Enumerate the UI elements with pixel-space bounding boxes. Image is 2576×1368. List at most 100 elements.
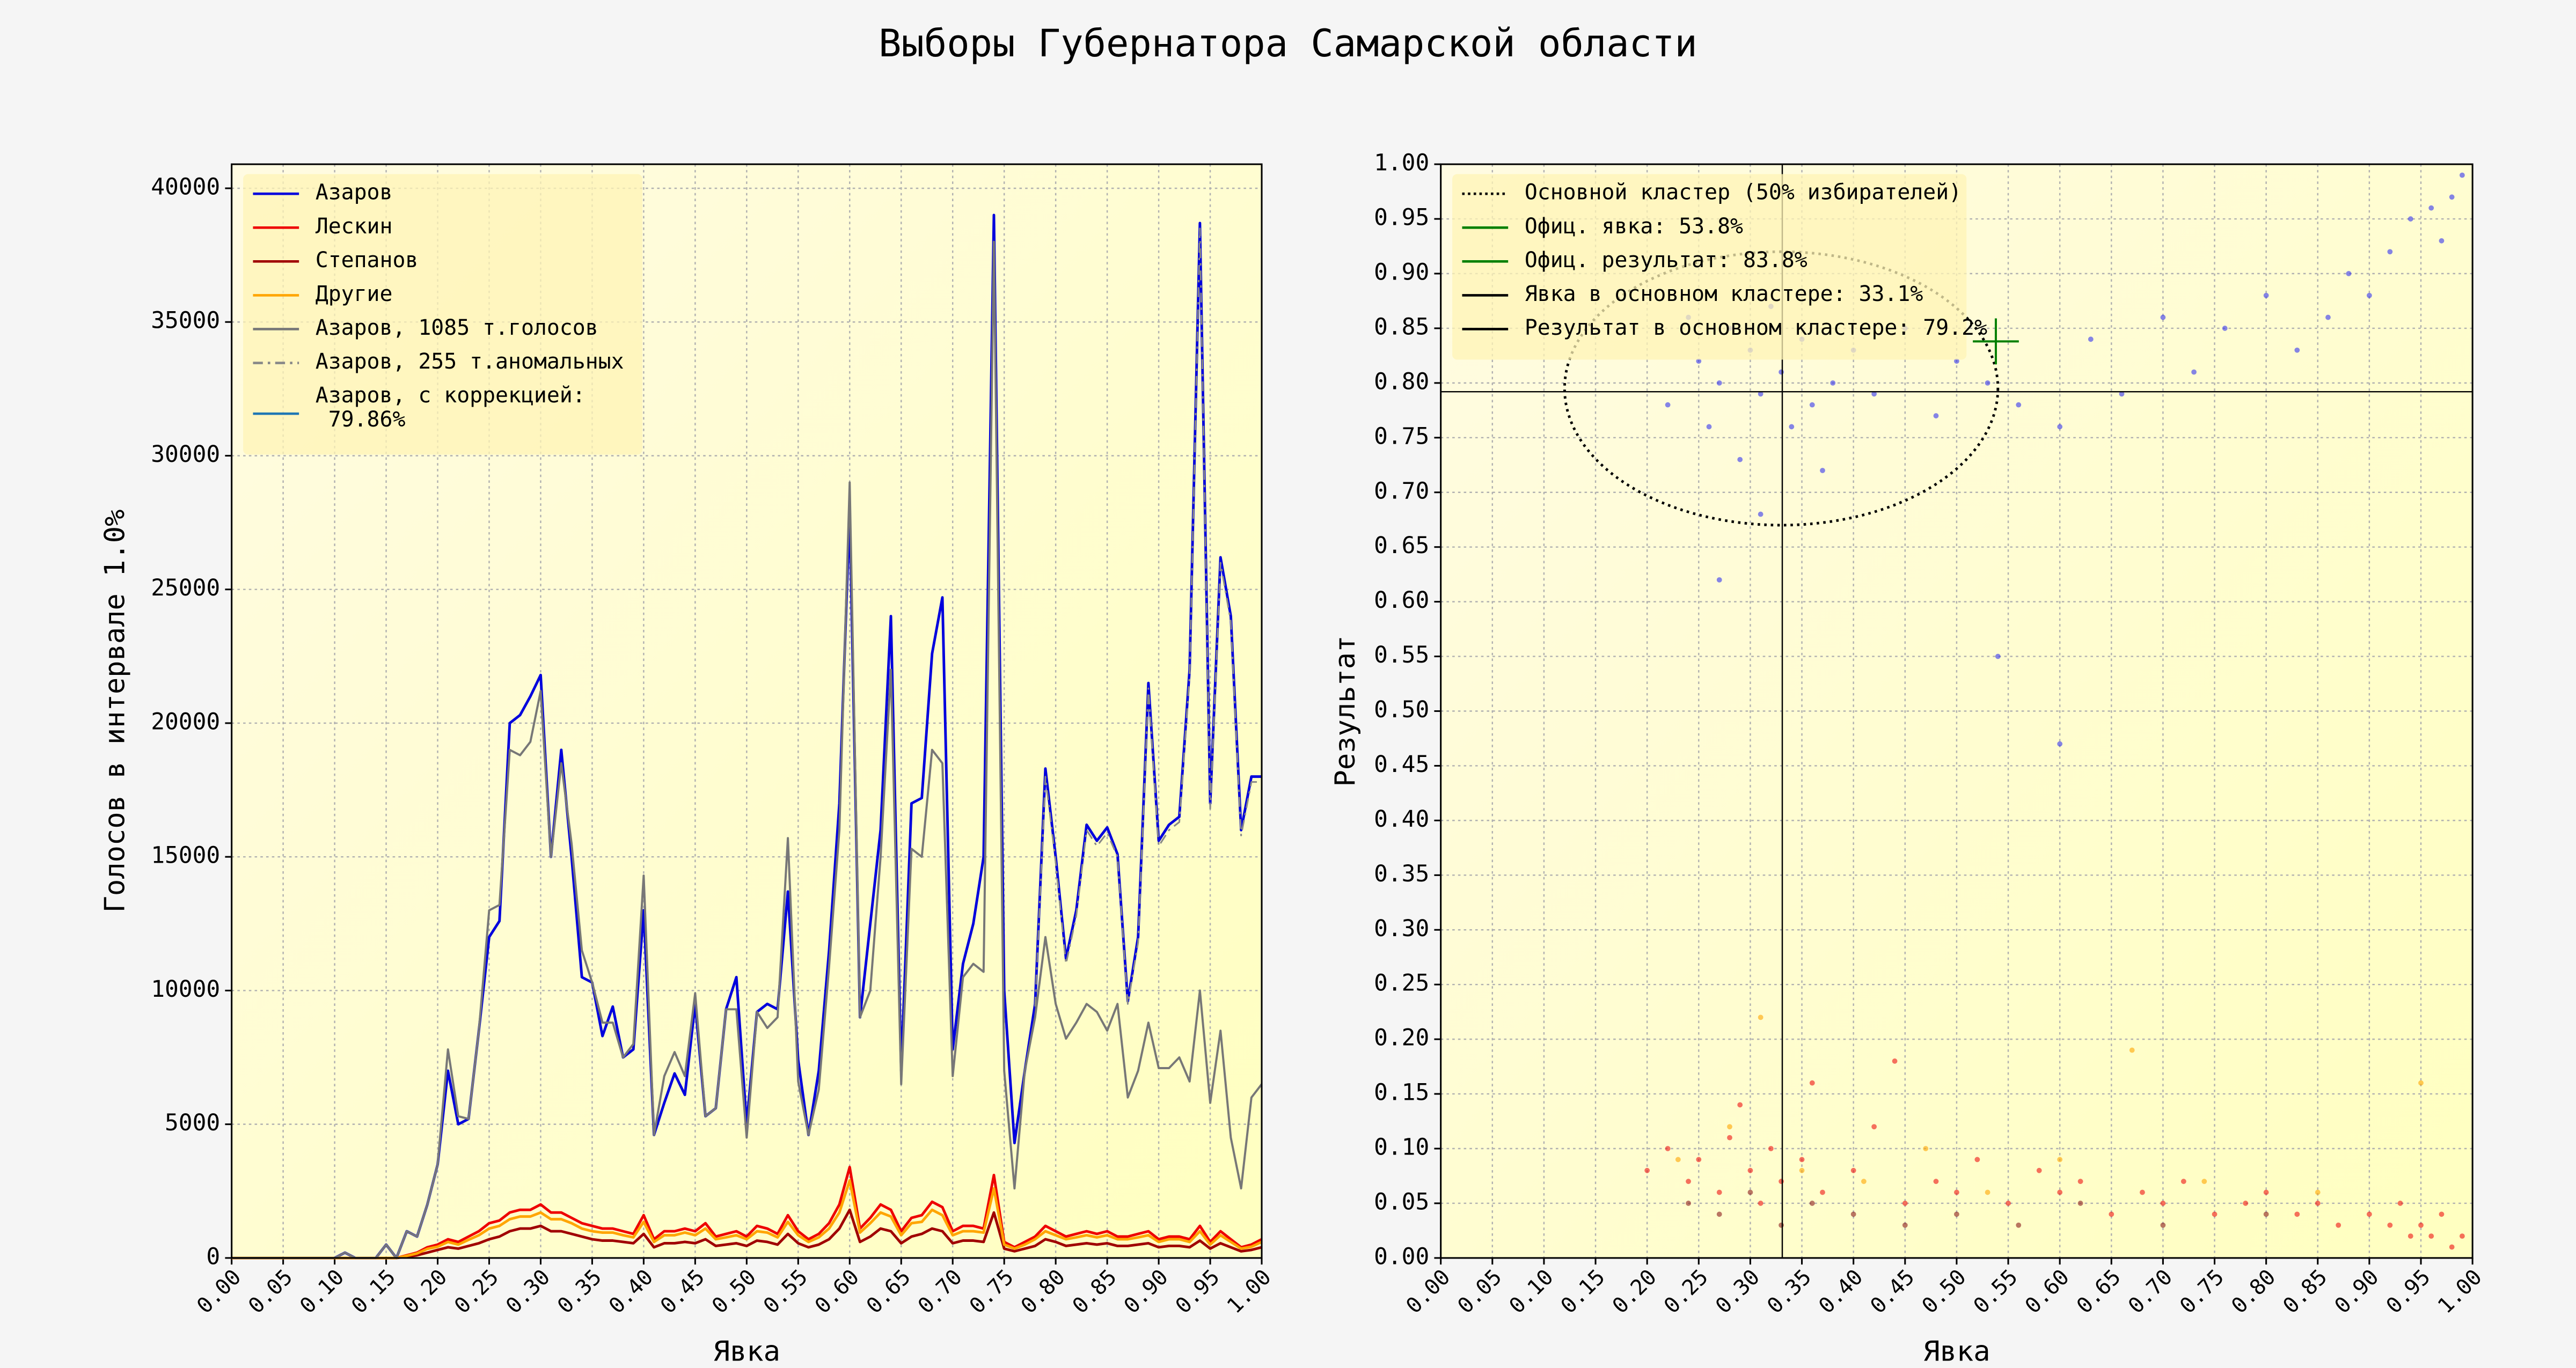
scatter-point (2325, 314, 2331, 320)
legend-label: 79.86% (316, 407, 406, 432)
scatter-point (2180, 1179, 2186, 1185)
y-tick-label: 0.90 (1374, 259, 1429, 286)
scatter-point (2367, 1211, 2372, 1217)
scatter-point (2439, 1211, 2445, 1217)
scatter-point (2036, 1167, 2042, 1173)
scatter-point (2263, 292, 2269, 298)
scatter-point (2160, 1201, 2166, 1206)
y-tick-label: 30000 (151, 441, 220, 468)
x-tick-label: 0.90 (2330, 1264, 2383, 1318)
line-series (231, 1179, 1263, 1260)
scatter-point (2016, 1222, 2022, 1228)
y-tick-label: 20000 (151, 708, 220, 735)
x-tick-label: 0.60 (2021, 1264, 2074, 1318)
scatter-point (1923, 1146, 1929, 1151)
x-tick-label: 0.20 (398, 1264, 452, 1318)
legend-label: Офиц. явка: 53.8% (1525, 214, 1743, 239)
scatter-point (1871, 391, 1877, 397)
x-tick-label: 0.55 (1969, 1264, 2023, 1318)
x-tick-label: 0.40 (1814, 1264, 1868, 1318)
scatter-point (1902, 1201, 1908, 1206)
scatter-point (1799, 1167, 1805, 1173)
scatter-point (1675, 1157, 1681, 1163)
scatter-point (2439, 238, 2445, 244)
scatter-point (1809, 1080, 1815, 1086)
scatter-point (1686, 1201, 1691, 1206)
scatter-point (2418, 1080, 2424, 1086)
scatter-point (2346, 271, 2352, 276)
scatter-point (1892, 1058, 1898, 1064)
scatter-point (2222, 326, 2228, 331)
x-tick-label: 0.70 (913, 1264, 967, 1318)
legend: Основной кластер (50% избирателей) Офиц. … (1452, 174, 1987, 360)
scatter-point (2201, 1179, 2207, 1185)
scatter-point (2212, 1211, 2218, 1217)
scatter-point (2140, 1189, 2145, 1195)
scatter-point (1799, 1157, 1805, 1163)
scatter-point (1809, 402, 1815, 408)
scatter-point (1902, 1222, 1908, 1228)
scatter-point (2315, 1201, 2321, 1206)
scatter-point (1850, 1167, 1856, 1173)
scatter-point (1779, 1179, 1784, 1185)
y-tick-label: 0.25 (1374, 970, 1429, 997)
x-tick-label: 0.50 (707, 1264, 761, 1318)
y-tick-label: 0.30 (1374, 915, 1429, 942)
scatter-point (2088, 336, 2094, 342)
scatter-point (2367, 292, 2372, 298)
scatter-point (2006, 1201, 2011, 1206)
x-tick-label: 0.70 (2124, 1264, 2177, 1318)
x-tick-label: 0.05 (244, 1264, 297, 1318)
scatter-point (1974, 1157, 1980, 1163)
scatter-point (1747, 1189, 1753, 1195)
x-tick-label: 0.15 (347, 1264, 400, 1318)
y-tick-label: 5000 (165, 1109, 220, 1136)
y-tick-label: 0.85 (1374, 313, 1429, 340)
scatter-point (1696, 358, 1702, 364)
scatter-point (1820, 468, 1825, 473)
scatter-point (1758, 1014, 1763, 1020)
scatter-point (1830, 380, 1836, 386)
scatter-point (1820, 1189, 1825, 1195)
plot-frame (231, 163, 1263, 1259)
x-axis-label: Явка (713, 1335, 780, 1367)
scatter-point (2418, 1222, 2424, 1228)
y-tick-label: 10000 (151, 976, 220, 1003)
legend-label: Результат в основном кластере: 79.2% (1525, 315, 1987, 340)
scatter-point (2191, 369, 2197, 375)
x-tick-label: 0.65 (2072, 1264, 2126, 1318)
x-tick-label: 0.35 (553, 1264, 606, 1318)
scatter-point (1758, 1201, 1763, 1206)
scatter-point (2016, 402, 2022, 408)
x-tick-label: 0.40 (604, 1264, 658, 1318)
scatter-point (1768, 1146, 1774, 1151)
y-tick-label: 0 (206, 1243, 220, 1270)
y-tick-label: 0.60 (1374, 587, 1429, 614)
scatter-point (2057, 1157, 2063, 1163)
scatter-point (2263, 1189, 2269, 1195)
legend-label: Явка в основном кластере: 33.1% (1525, 282, 1923, 306)
y-tick-label: 0.10 (1374, 1134, 1429, 1161)
legend-label: Степанов (316, 248, 419, 273)
x-tick-label: 0.35 (1762, 1264, 1816, 1318)
legend-label: Азаров, 255 т.аномальных (316, 349, 624, 374)
legend: Азаров Лескин Степанов Другие Азаров, 1085 т… (243, 174, 642, 455)
scatter-point (1747, 1167, 1753, 1173)
scatter-point (1985, 380, 1990, 386)
legend-label: Азаров (316, 180, 393, 205)
x-tick-label: 0.60 (810, 1264, 864, 1318)
scatter-point (1644, 1167, 1650, 1173)
scatter-point (2160, 1222, 2166, 1228)
scatter-point (2397, 1201, 2403, 1206)
scatter-point (1737, 1102, 1743, 1108)
x-tick-label: 0.65 (862, 1264, 916, 1318)
x-tick-label: 0.85 (1068, 1264, 1122, 1318)
scatter-point (2428, 1233, 2434, 1239)
x-tick-label: 0.30 (501, 1264, 555, 1318)
scatter-point (2109, 1211, 2114, 1217)
scatter-point (1706, 424, 1712, 430)
y-tick-label: 0.15 (1374, 1079, 1429, 1106)
x-tick-label: 0.55 (759, 1264, 813, 1318)
y-tick-label: 0.50 (1374, 696, 1429, 723)
